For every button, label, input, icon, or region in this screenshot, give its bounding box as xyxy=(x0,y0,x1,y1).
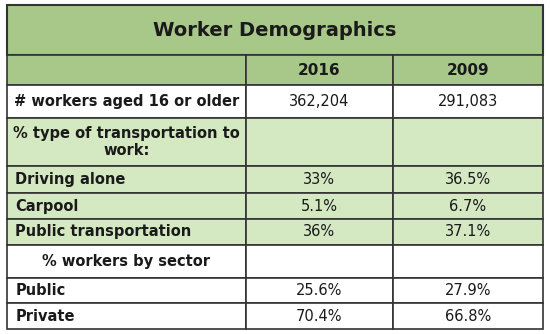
Text: 291,083: 291,083 xyxy=(438,94,498,109)
Bar xyxy=(245,303,393,329)
Text: 5.1%: 5.1% xyxy=(301,199,338,214)
Bar xyxy=(245,219,393,244)
Text: 33%: 33% xyxy=(303,172,335,187)
Text: 66.8%: 66.8% xyxy=(445,309,491,324)
Text: Public: Public xyxy=(15,283,65,298)
Text: 70.4%: 70.4% xyxy=(296,309,343,324)
Text: % workers by sector: % workers by sector xyxy=(42,254,210,269)
Bar xyxy=(7,85,245,118)
Bar xyxy=(7,303,245,329)
Bar xyxy=(7,166,245,193)
Text: Public transportation: Public transportation xyxy=(15,224,191,239)
Bar xyxy=(7,118,245,166)
Bar xyxy=(393,244,543,278)
Text: Carpool: Carpool xyxy=(15,199,79,214)
Bar xyxy=(7,193,245,219)
Text: Driving alone: Driving alone xyxy=(15,172,125,187)
Bar xyxy=(393,193,543,219)
Text: 25.6%: 25.6% xyxy=(296,283,343,298)
Bar xyxy=(7,219,245,244)
Bar xyxy=(7,55,245,85)
Bar xyxy=(245,85,393,118)
Bar xyxy=(245,278,393,303)
Bar xyxy=(245,118,393,166)
Text: 36.5%: 36.5% xyxy=(445,172,491,187)
Text: 362,204: 362,204 xyxy=(289,94,349,109)
Bar xyxy=(7,5,543,55)
Text: 27.9%: 27.9% xyxy=(444,283,491,298)
Bar xyxy=(245,193,393,219)
Text: % type of transportation to
work:: % type of transportation to work: xyxy=(13,126,240,158)
Bar xyxy=(393,278,543,303)
Bar xyxy=(393,219,543,244)
Bar xyxy=(7,278,245,303)
Bar xyxy=(245,244,393,278)
Bar xyxy=(393,166,543,193)
Bar xyxy=(393,118,543,166)
Text: Private: Private xyxy=(15,309,75,324)
Text: 2009: 2009 xyxy=(447,63,489,77)
Text: 6.7%: 6.7% xyxy=(449,199,486,214)
Bar xyxy=(393,303,543,329)
Bar xyxy=(393,55,543,85)
Text: 2016: 2016 xyxy=(298,63,340,77)
Bar xyxy=(393,85,543,118)
Bar xyxy=(7,244,245,278)
Text: # workers aged 16 or older: # workers aged 16 or older xyxy=(14,94,239,109)
Text: Worker Demographics: Worker Demographics xyxy=(153,21,397,40)
Text: 36%: 36% xyxy=(303,224,336,239)
Bar xyxy=(245,55,393,85)
Bar xyxy=(245,166,393,193)
Text: 37.1%: 37.1% xyxy=(445,224,491,239)
